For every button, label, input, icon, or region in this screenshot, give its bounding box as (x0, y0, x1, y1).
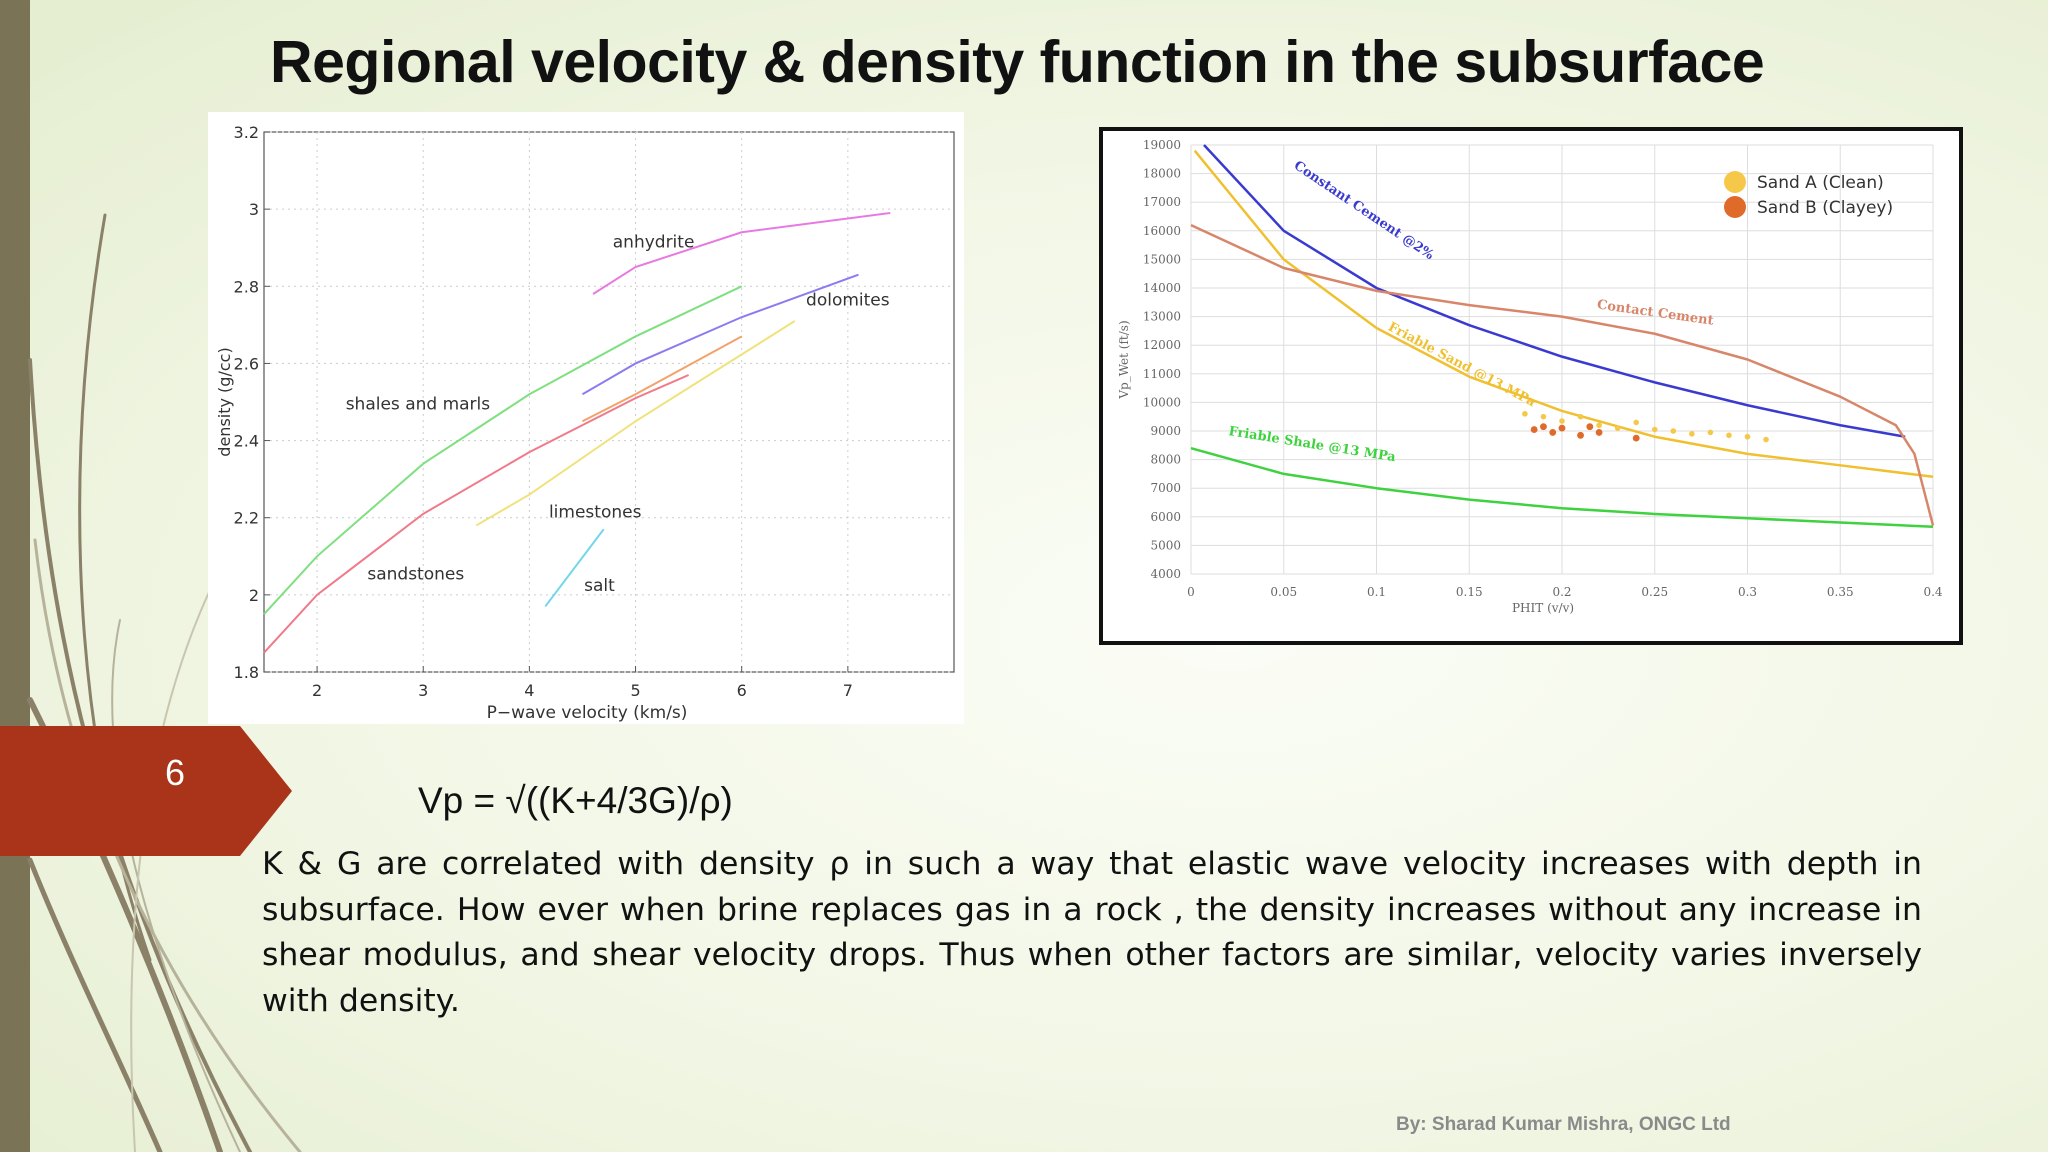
y-tick-label: 6000 (1150, 510, 1181, 524)
x-tick-label: 5 (630, 681, 640, 700)
x-tick-label: 6 (737, 681, 747, 700)
x-tick-label: 3 (418, 681, 428, 700)
y-tick-label: 17000 (1143, 195, 1181, 209)
data-point-sand-b-clayey (1549, 429, 1557, 436)
data-point-sand-a-clean (1726, 432, 1732, 439)
annotation-limestones: limestones (549, 503, 642, 523)
y-tick-label: 16000 (1143, 224, 1181, 238)
y-tick-label: 14000 (1143, 281, 1181, 295)
legend-marker-sand-b-clayey (1724, 196, 1746, 218)
data-point-sand-b-clayey (1540, 423, 1547, 431)
annotation-sandstones: sandstones (367, 564, 464, 584)
data-point-sand-a-clean (1559, 418, 1565, 424)
data-point-sand-a-clean (1689, 431, 1695, 437)
series-line-sandstones (263, 374, 690, 654)
body-paragraph: K & G are correlated with density ρ in s… (262, 846, 1922, 1019)
y-tick-label: 8000 (1150, 453, 1181, 467)
annotation-shales-and-marls: shales and marls (346, 395, 491, 415)
y-tick-label: 2.4 (234, 432, 259, 451)
data-point-sand-a-clean (1744, 433, 1751, 440)
velocity-density-svg: 2 3 4 5 6 7 1.8 2 2.2 2.4 2.6 2.8 3 3.2 P−wave velocit… (215, 123, 955, 723)
series-line-anhydrite (592, 212, 891, 295)
x-axis-label: PHIT (v/v) (1512, 601, 1574, 615)
data-point-sand-a-clean (1540, 413, 1547, 420)
y-tick-label: 19000 (1143, 138, 1181, 152)
y-tick-label: 15000 (1143, 252, 1181, 266)
y-tick-label: 18000 (1143, 167, 1181, 181)
series-line-friable-sand-13-mpa (1193, 149, 1934, 479)
x-tick-label: 0.2 (1552, 585, 1571, 599)
series-line-salt (544, 528, 605, 608)
y-tick-label: 5000 (1150, 538, 1181, 552)
x-tick-label: 0.1 (1367, 585, 1386, 599)
annotation-salt: salt (584, 576, 615, 596)
series-line-limestones (582, 335, 743, 423)
legend-marker-sand-a-clean (1724, 171, 1746, 193)
x-tick-label: 0.25 (1641, 585, 1668, 599)
x-tick-label: 0 (1187, 585, 1195, 599)
y-tick-label: 11000 (1143, 367, 1181, 381)
data-point-sand-a-clean (1577, 413, 1584, 420)
x-tick-label: 7 (843, 681, 853, 700)
side-accent-bar (0, 0, 30, 1152)
series-line-constant-cement-2 (1203, 144, 1906, 438)
vp-phit-svg: 0 0.05 0.1 0.15 0.2 0.25 0.3 0.35 0.4 4000 5000 600… (1117, 138, 1943, 615)
y-tick-label: 2.6 (234, 354, 259, 373)
y-tick-label: 12000 (1143, 338, 1181, 352)
velocity-formula: Vp = √((K+4/3G)/ρ) (418, 780, 733, 821)
y-tick-label: 7000 (1150, 481, 1181, 495)
y-tick-label: 1.8 (234, 663, 259, 682)
series-line-shales-and-marls (263, 285, 743, 615)
data-point-sand-a-clean (1596, 422, 1602, 429)
data-point-sand-b-clayey (1577, 431, 1584, 439)
y-tick-label: 4000 (1150, 567, 1181, 581)
data-point-sand-b-clayey (1586, 423, 1594, 431)
slide-title: Regional velocity & density function in … (270, 29, 1765, 95)
slide-number: 6 (164, 752, 186, 793)
y-tick-label: 13000 (1143, 310, 1181, 324)
data-point-sand-a-clean (1522, 411, 1528, 417)
annotation-dolomites: dolomites (806, 291, 890, 311)
data-point-sand-a-clean (1651, 426, 1658, 433)
author-footer: By: Sharad Kumar Mishra, ONGC Ltd (1396, 1114, 1731, 1135)
legend-label-sand-b-clayey: Sand B (Clayey) (1757, 198, 1893, 218)
y-tick-label: 2 (249, 586, 259, 605)
y-tick-label: 2.8 (234, 277, 259, 296)
x-tick-label: 0.05 (1270, 585, 1297, 599)
x-tick-label: 0.35 (1827, 585, 1854, 599)
series-line-friable-shale-13-mpa (1190, 446, 1934, 529)
x-tick-label: 0.15 (1456, 585, 1483, 599)
data-point-sand-b-clayey (1530, 426, 1538, 433)
plot-area (263, 131, 955, 673)
legend-label-sand-a-clean: Sand A (Clean) (1757, 173, 1884, 193)
data-point-sand-b-clayey (1595, 429, 1603, 436)
x-tick-label: 0.3 (1738, 585, 1757, 599)
annotation-anhydrite: anhydrite (613, 233, 695, 253)
data-point-sand-b-clayey (1632, 434, 1640, 442)
series-line-dolomites (581, 273, 859, 396)
data-point-sand-a-clean (1633, 419, 1639, 426)
y-tick-label: 3 (249, 200, 259, 219)
data-point-sand-a-clean (1707, 429, 1714, 436)
y-tick-label: 3.2 (234, 123, 259, 142)
x-tick-label: 0.4 (1923, 585, 1942, 599)
x-axis-label: P−wave velocity (km/s) (487, 703, 688, 723)
y-tick-label: 10000 (1143, 395, 1181, 409)
x-tick-label: 4 (524, 681, 534, 700)
data-point-sand-a-clean (1670, 428, 1677, 434)
vp-phit-chart: 0 0.05 0.1 0.15 0.2 0.25 0.3 0.35 0.4 4000 5000 600… (1099, 127, 1963, 645)
x-tick-label: 2 (312, 681, 322, 700)
y-axis-label: Vp_Wet (ft/s) (1117, 320, 1131, 399)
data-point-sand-a-clean (1763, 436, 1769, 443)
y-tick-label: 2.2 (234, 509, 259, 528)
data-point-sand-b-clayey (1558, 424, 1566, 432)
y-tick-label: 9000 (1150, 424, 1181, 438)
velocity-density-chart: 2 3 4 5 6 7 1.8 2 2.2 2.4 2.6 2.8 3 3.2 P−wave velocit… (208, 112, 964, 724)
data-point-sand-a-clean (1614, 425, 1621, 431)
series-line-contact-cement (1190, 223, 1935, 526)
slide-number-badge (0, 726, 292, 856)
series-line-limestones-yellow (475, 320, 796, 527)
y-axis-label: density (g/cc) (215, 347, 234, 456)
